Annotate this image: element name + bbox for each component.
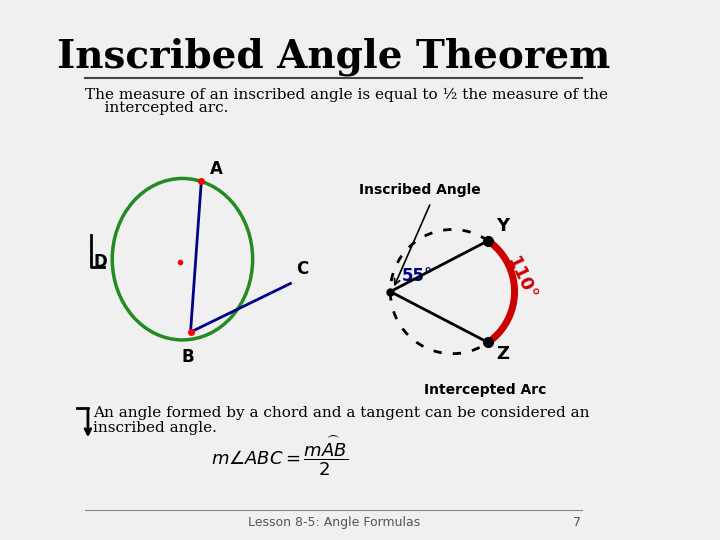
Text: Intercepted Arc: Intercepted Arc [423, 383, 546, 397]
Text: An angle formed by a chord and a tangent can be considered an: An angle formed by a chord and a tangent… [94, 406, 590, 420]
Text: The measure of an inscribed angle is equal to ½ the measure of the: The measure of an inscribed angle is equ… [85, 87, 608, 102]
FancyBboxPatch shape [58, 0, 609, 540]
Text: Inscribed Angle: Inscribed Angle [359, 183, 481, 197]
Text: $m\angle ABC = \dfrac{m\overset{\frown}{AB}}{2}$: $m\angle ABC = \dfrac{m\overset{\frown}{… [211, 434, 348, 478]
Text: D: D [93, 253, 107, 271]
Text: 7: 7 [572, 516, 580, 529]
Text: 110°: 110° [503, 254, 539, 304]
Text: Y: Y [496, 217, 509, 235]
Text: Lesson 8-5: Angle Formulas: Lesson 8-5: Angle Formulas [248, 516, 420, 529]
Text: A: A [210, 160, 222, 178]
Text: Inscribed Angle Theorem: Inscribed Angle Theorem [57, 37, 611, 76]
Text: intercepted arc.: intercepted arc. [85, 101, 229, 115]
Text: 55°: 55° [402, 267, 433, 285]
Text: Z: Z [496, 345, 509, 363]
Text: inscribed angle.: inscribed angle. [94, 421, 217, 435]
Text: B: B [181, 348, 194, 366]
Text: C: C [296, 260, 308, 278]
